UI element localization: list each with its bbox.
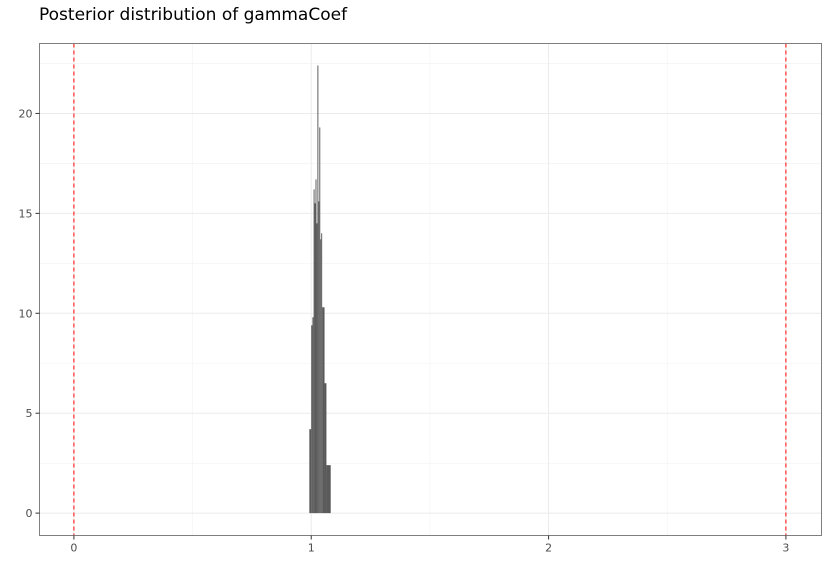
chart-title: Posterior distribution of gammaCoef bbox=[39, 5, 348, 25]
histogram-bar bbox=[326, 465, 331, 514]
x-axis: 0 1 2 3 bbox=[70, 535, 789, 555]
x-tick-label: 2 bbox=[545, 542, 552, 555]
histogram-bar bbox=[318, 201, 320, 514]
histogram-bar bbox=[317, 65, 319, 514]
histogram-bar bbox=[313, 189, 315, 514]
reference-lines bbox=[73, 43, 787, 536]
histogram-bars bbox=[309, 65, 331, 514]
histogram-bar bbox=[320, 239, 322, 514]
y-tick-label: 15 bbox=[19, 207, 33, 220]
histogram-bar bbox=[314, 203, 316, 514]
y-tick-label: 10 bbox=[19, 307, 33, 320]
histogram-bar bbox=[309, 429, 312, 514]
y-tick-label: 0 bbox=[26, 507, 33, 520]
histogram-bar bbox=[311, 325, 313, 514]
y-axis: 0 5 10 15 20 bbox=[19, 107, 40, 520]
histogram-bar bbox=[322, 307, 325, 514]
histogram-bar bbox=[316, 223, 318, 514]
y-tick-label: 20 bbox=[19, 107, 33, 120]
histogram-bar bbox=[321, 233, 323, 514]
histogram-bar bbox=[312, 317, 314, 514]
x-tick-label: 0 bbox=[70, 542, 77, 555]
y-tick-label: 5 bbox=[26, 407, 33, 420]
grid-lines bbox=[39, 43, 822, 536]
histogram-bar bbox=[319, 127, 321, 514]
histogram-bar bbox=[315, 179, 317, 514]
x-tick-label: 3 bbox=[782, 542, 789, 555]
panel-border bbox=[39, 43, 822, 536]
x-tick-label: 1 bbox=[308, 542, 315, 555]
histogram-bar bbox=[324, 383, 327, 514]
